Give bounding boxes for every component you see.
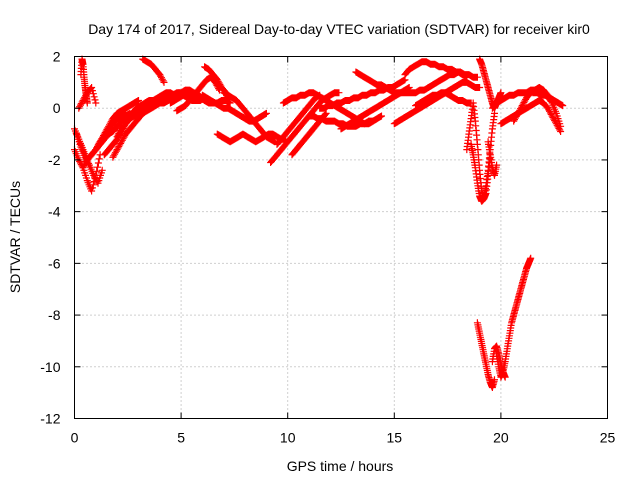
plus-marks — [484, 138, 501, 179]
series-track-o — [173, 73, 223, 115]
axis-ticks — [74, 56, 608, 419]
x-tick-label: 10 — [280, 430, 296, 446]
plus-marks — [139, 55, 168, 86]
plot-frame — [74, 56, 608, 419]
series-track-ad — [412, 89, 475, 110]
y-tick-label: -6 — [48, 255, 61, 271]
y-tick-label: -2 — [48, 152, 61, 168]
series-track-u — [273, 91, 324, 148]
series-track-ac — [401, 58, 481, 81]
series-track-g — [92, 97, 142, 154]
series-track-ao — [493, 254, 535, 381]
plus-marks — [401, 58, 481, 81]
x-axis-label: GPS time / hours — [287, 458, 394, 474]
plus-marks — [173, 73, 223, 115]
plus-marks — [220, 89, 279, 146]
y-tick-label: -8 — [48, 307, 61, 323]
x-tick-label: 25 — [600, 430, 616, 446]
series-track-al — [529, 89, 567, 110]
plus-marks — [92, 97, 142, 154]
chart-title: Day 174 of 2017, Sidereal Day-to-day VTE… — [88, 21, 590, 37]
y-tick-label: -12 — [40, 411, 60, 427]
series-track-s — [220, 89, 279, 146]
y-axis-label: SDTVAR / TECUs — [7, 181, 23, 293]
y-tick-label: 0 — [53, 100, 61, 116]
y-tick-label: -4 — [48, 204, 61, 220]
y-tick-label: -10 — [40, 359, 60, 375]
y-tick-labels: -12 -10 -8 -6 -4 -2 0 2 — [40, 49, 60, 427]
series-track-am — [473, 319, 498, 391]
y-tick-label: 2 — [53, 49, 61, 65]
data-marks — [71, 55, 567, 391]
x-tick-label: 15 — [387, 430, 403, 446]
plus-marks — [473, 319, 498, 391]
x-tick-label: 5 — [177, 430, 185, 446]
plus-marks — [273, 91, 324, 148]
series-track-m — [139, 55, 168, 86]
plus-marks — [493, 254, 535, 381]
x-tick-label: 0 — [71, 430, 79, 446]
x-tick-label: 20 — [493, 430, 509, 446]
x-tick-labels: 0 5 10 15 20 25 — [71, 430, 616, 446]
plus-marks — [529, 89, 567, 110]
series-track-ah — [484, 138, 501, 179]
plus-marks — [412, 89, 475, 110]
